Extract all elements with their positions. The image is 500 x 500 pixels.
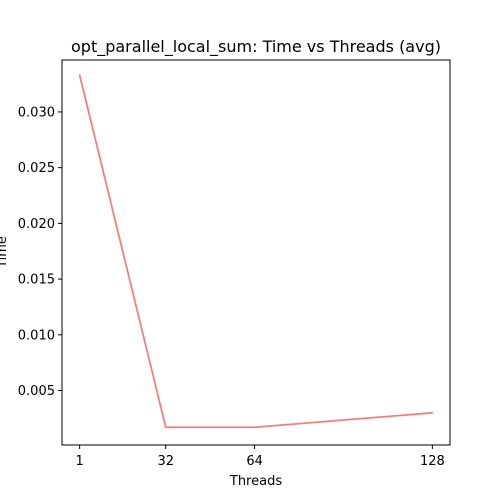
x-axis: 1 32 64 128 (75, 445, 445, 469)
plot-area-frame (61, 59, 451, 446)
chart-title: opt_parallel_local_sum: Time vs Threads … (71, 37, 441, 57)
series-layer (78, 74, 434, 429)
y-tick-label: 0.015 (18, 273, 55, 288)
y-tick-label: 0.025 (18, 161, 55, 176)
x-axis-title: Threads (229, 474, 282, 489)
y-tick-label: 0.010 (18, 328, 55, 343)
series-line-0 (78, 74, 434, 429)
x-tick-label: 64 (246, 454, 263, 469)
y-tick-label: 0.030 (18, 105, 55, 120)
x-tick-label: 32 (157, 454, 174, 469)
y-tick-label: 0.005 (18, 384, 55, 399)
x-tick-label: 128 (420, 454, 445, 469)
y-tick-label: 0.020 (18, 217, 55, 232)
y-axis: 0.005 0.010 0.015 0.020 0.025 0.030 (18, 105, 62, 399)
y-axis-title: Time (0, 236, 10, 269)
x-tick-label: 1 (75, 454, 83, 469)
